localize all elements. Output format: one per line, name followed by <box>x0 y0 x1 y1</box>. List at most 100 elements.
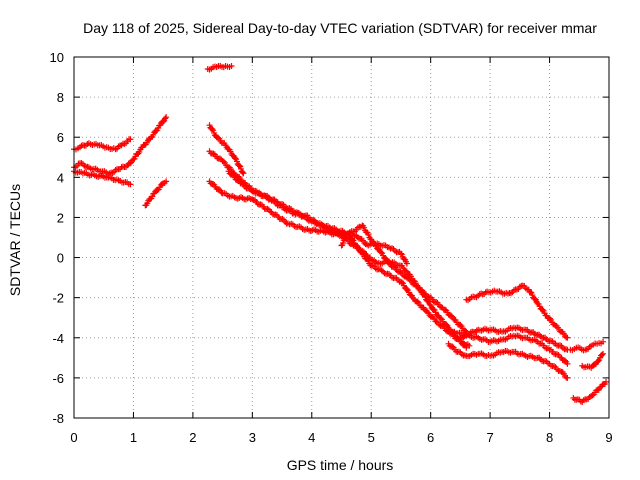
data-marker <box>72 164 79 171</box>
series-arc-b4 <box>206 178 470 335</box>
data-marker <box>556 354 563 361</box>
x-tick-label: 6 <box>427 430 434 445</box>
data-marker <box>226 63 233 70</box>
data-marker <box>384 244 391 251</box>
data-marker <box>126 160 133 167</box>
data-marker <box>430 306 437 313</box>
data-marker <box>372 241 379 248</box>
series-arc-a1 <box>71 136 134 153</box>
data-marker <box>214 134 221 141</box>
data-marker <box>521 351 528 358</box>
data-marker <box>307 217 314 224</box>
data-marker <box>324 222 331 229</box>
data-marker <box>437 315 444 322</box>
data-marker <box>436 321 443 328</box>
data-marker <box>595 358 602 365</box>
tick-labels: 0 1 2 3 4 5 6 7 8 9 -8 -6 -4 -2 0 2 4 6 8 10 <box>50 50 613 445</box>
y-tick-label: -2 <box>52 291 64 306</box>
y-tick-label: 4 <box>57 170 64 185</box>
y-axis-label: SDTVAR / TECUs <box>7 184 23 296</box>
data-marker <box>443 321 450 328</box>
data-marker <box>398 279 405 286</box>
data-marker <box>113 176 120 183</box>
data-marker <box>159 180 166 187</box>
data-marker <box>389 245 396 252</box>
data-marker <box>216 155 223 162</box>
data-marker <box>279 215 286 222</box>
data-marker <box>448 330 455 337</box>
data-marker <box>473 351 480 358</box>
y-tick-label: 8 <box>57 90 64 105</box>
data-marker <box>447 312 454 319</box>
data-marker <box>236 162 243 169</box>
data-marker <box>556 367 563 374</box>
data-marker <box>264 205 271 212</box>
data-marker <box>104 170 111 177</box>
data-marker <box>464 341 471 348</box>
series-arc-c4 <box>451 328 571 367</box>
data-marker <box>403 285 410 292</box>
data-marker <box>161 179 168 186</box>
data-marker <box>403 258 410 265</box>
data-marker <box>507 290 514 297</box>
data-marker <box>563 334 570 341</box>
data-marker <box>232 155 239 162</box>
data-marker <box>530 329 537 336</box>
series-arc-d2 <box>579 350 607 371</box>
data-marker <box>216 186 223 193</box>
data-marker <box>461 352 468 359</box>
data-marker <box>556 342 563 349</box>
y-tick-label: 0 <box>57 251 64 266</box>
x-tick-label: 9 <box>605 430 612 445</box>
y-tick-label: 6 <box>57 130 64 145</box>
data-marker <box>84 163 91 170</box>
data-marker <box>562 346 569 353</box>
data-marker <box>397 268 404 275</box>
data-marker <box>424 298 431 305</box>
y-tick-label: 10 <box>50 50 64 65</box>
data-marker <box>398 251 405 258</box>
data-marker <box>408 292 415 299</box>
data-marker <box>491 287 498 294</box>
data-marker <box>563 374 570 381</box>
series-arc-b5 <box>225 168 473 349</box>
data-marker <box>583 346 590 353</box>
data-marker <box>74 145 81 152</box>
data-marker <box>454 335 461 342</box>
series-arc-c2 <box>445 340 571 381</box>
x-axis-label: GPS time / hours <box>287 457 394 473</box>
x-tick-label: 8 <box>546 430 553 445</box>
y-tick-label: -8 <box>52 411 64 426</box>
data-marker <box>562 333 569 340</box>
data-marker <box>92 140 99 147</box>
data-point <box>386 260 393 267</box>
series-arc-b3 <box>206 148 470 351</box>
data-marker <box>473 294 480 301</box>
data-marker <box>123 163 130 170</box>
data-marker <box>125 180 132 187</box>
data-marker <box>485 327 492 334</box>
data-marker <box>485 338 492 345</box>
data-marker <box>209 126 216 133</box>
data-marker <box>160 118 167 125</box>
series-arc-b6 <box>338 230 410 267</box>
data-marker <box>78 169 85 176</box>
data-marker <box>420 304 427 311</box>
data-marker <box>461 333 468 340</box>
data-marker <box>319 227 326 234</box>
series-arc-b2 <box>206 122 247 177</box>
data-marker <box>426 301 433 308</box>
series-arc-c1 <box>463 282 571 341</box>
data-marker <box>531 295 538 302</box>
data-series <box>71 62 610 405</box>
data-marker <box>210 150 217 157</box>
data-marker <box>383 255 390 262</box>
data-marker <box>601 380 608 387</box>
data-marker <box>229 171 236 178</box>
series-arc-d1 <box>567 338 607 354</box>
data-marker <box>591 361 598 368</box>
data-marker <box>210 180 217 187</box>
data-marker <box>586 363 593 370</box>
series-arc-a4 <box>142 178 170 209</box>
